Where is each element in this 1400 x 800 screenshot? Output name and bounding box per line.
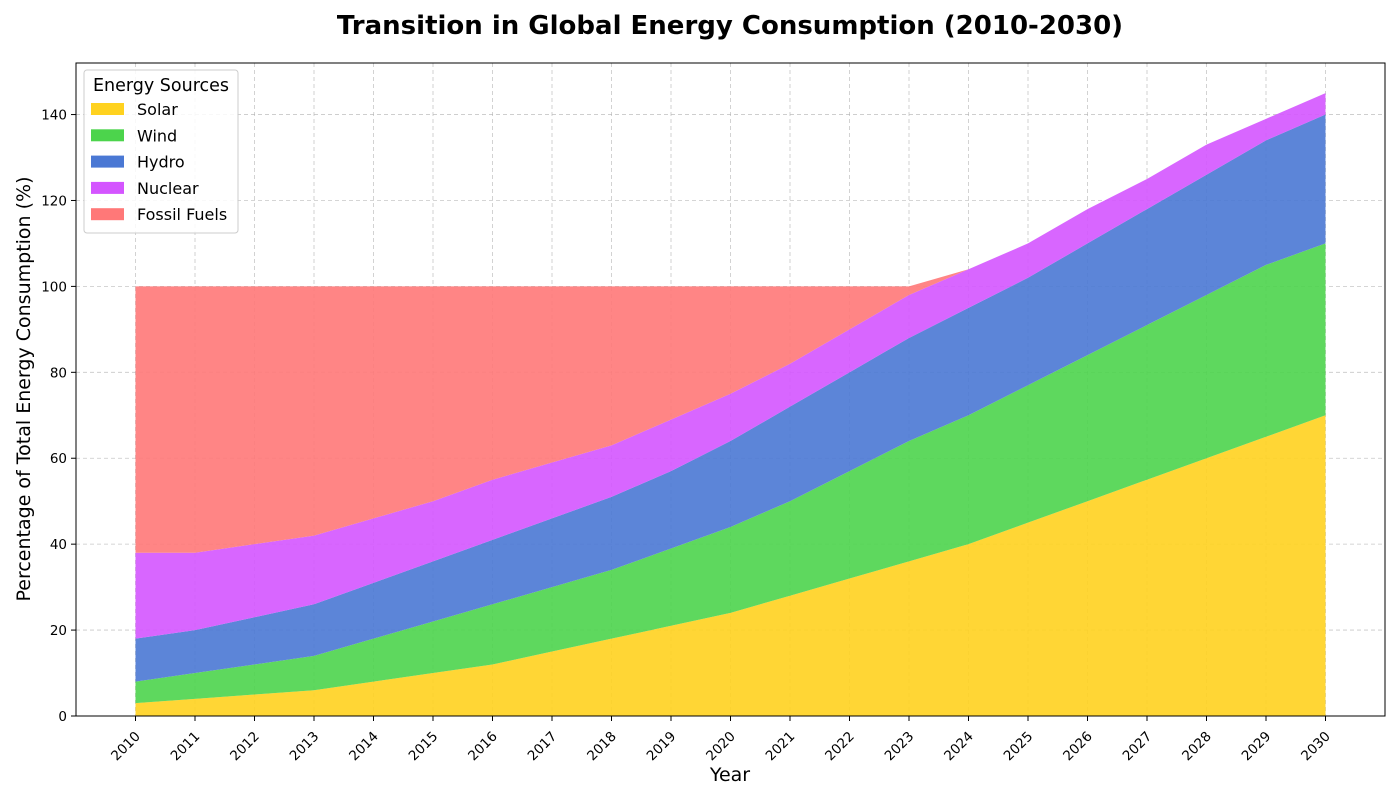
x-tick-label: 2027: [1120, 729, 1156, 765]
x-tick-label: 2022: [822, 729, 858, 765]
x-tick-label: 2030: [1298, 729, 1334, 765]
x-tick-label: 2023: [882, 729, 918, 765]
legend-label-nuclear: Nuclear: [137, 179, 199, 198]
x-tick-label: 2029: [1239, 729, 1275, 765]
x-axis-label: Year: [709, 764, 750, 786]
x-tick-label: 2018: [584, 729, 620, 765]
y-tick-label: 20: [50, 623, 67, 639]
legend-swatch-solar: [91, 103, 124, 115]
y-axis-label: Percentage of Total Energy Consumption (…: [13, 176, 35, 601]
area-hydro: [135, 114, 1326, 682]
legend-label-solar: Solar: [137, 100, 178, 119]
x-tick-label: 2010: [108, 729, 144, 765]
x-tick-label: 2014: [346, 729, 382, 765]
y-tick-label: 80: [50, 365, 67, 381]
legend-swatch-hydro: [91, 155, 124, 168]
y-tick-label: 140: [41, 108, 67, 124]
x-tick-label: 2016: [465, 729, 501, 765]
x-tick-label: 2024: [941, 729, 977, 765]
x-tick-label: 2025: [1001, 729, 1037, 765]
x-tick-label: 2017: [525, 729, 561, 765]
legend-label-wind: Wind: [137, 126, 177, 145]
legend-swatch-nuclear: [91, 181, 124, 194]
area-solar: [135, 415, 1326, 716]
x-tick-label: 2028: [1179, 729, 1215, 765]
y-tick-label: 0: [58, 709, 67, 725]
x-tick-label: 2020: [703, 729, 739, 765]
y-tick-label: 120: [41, 193, 67, 209]
y-tick-label: 60: [50, 451, 67, 467]
y-tick-label: 100: [41, 279, 67, 295]
legend-swatch-wind: [91, 129, 124, 142]
area-fossil-fuels: [135, 93, 1326, 553]
legend: Energy Sources Solar Wind Hydro Nuclear Foss…: [83, 69, 239, 234]
x-tick-label: 2019: [644, 729, 680, 765]
x-tick-label: 2013: [287, 729, 323, 765]
chart-title: Transition in Global Energy Consumption …: [337, 11, 1123, 41]
legend-title: Energy Sources: [93, 76, 229, 96]
x-tick-label: 2026: [1060, 729, 1096, 765]
legend-label-hydro: Hydro: [137, 153, 185, 172]
stacked-areas: [135, 93, 1326, 716]
x-tick-label: 2015: [406, 729, 442, 765]
legend-label-fossil-fuels: Fossil Fuels: [137, 205, 227, 224]
area-nuclear: [135, 93, 1326, 639]
x-tick-label: 2012: [227, 729, 263, 765]
x-tick-label: 2011: [168, 729, 204, 765]
y-tick-label: 40: [50, 537, 67, 553]
area-wind: [135, 243, 1326, 704]
legend-swatch-fossil-fuels: [91, 208, 124, 221]
x-tick-label: 2021: [763, 729, 799, 765]
